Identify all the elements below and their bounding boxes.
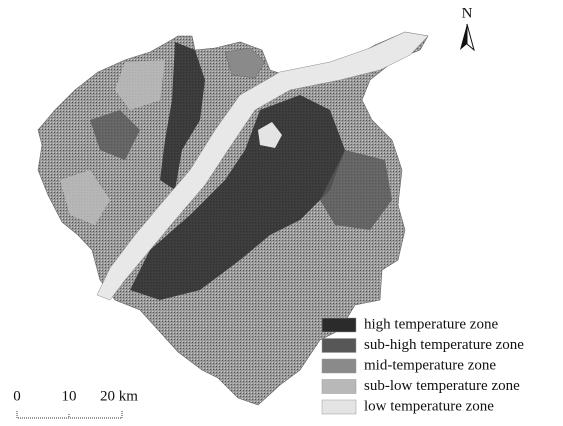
map: N high temperature zone sub-high temperat… <box>0 0 563 426</box>
legend: high temperature zone sub-high temperatur… <box>322 316 524 414</box>
legend-label: mid-temperature zone <box>364 357 496 373</box>
scale-line <box>17 411 122 418</box>
legend-swatch <box>322 400 356 414</box>
legend-swatch <box>322 339 356 353</box>
scale-label: 20 km <box>100 388 138 404</box>
north-arrow <box>460 24 467 50</box>
legend-swatch <box>322 318 356 332</box>
scale-label: 10 <box>62 388 77 404</box>
legend-swatch <box>322 380 356 394</box>
legend-label: low temperature zone <box>364 398 494 414</box>
scale-label: 0 <box>13 388 21 404</box>
legend-label: sub-high temperature zone <box>364 337 524 353</box>
scale-bar: 0 10 20 km <box>13 388 138 418</box>
legend-label: sub-low temperature zone <box>364 378 520 394</box>
legend-swatch <box>322 359 356 373</box>
legend-label: high temperature zone <box>364 316 498 332</box>
north-arrow <box>467 24 474 50</box>
north-label: N <box>462 5 473 21</box>
